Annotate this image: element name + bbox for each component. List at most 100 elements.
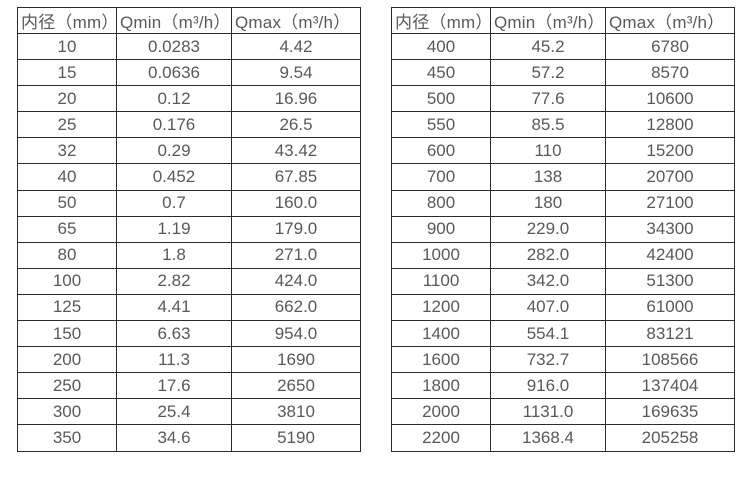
table-cell: 2.82 [116,267,232,295]
table-cell: 282.0 [490,241,606,269]
table-cell: 1.8 [116,241,232,269]
table-cell: 77.6 [490,85,606,113]
table-cell: 10600 [605,85,735,113]
table-cell: 3810 [231,398,361,426]
table-cell: 26.5 [231,111,361,139]
table-row: 400 45.2 6780 [391,32,735,61]
table-cell: 554.1 [490,320,606,348]
table-cell: 250 [17,372,117,400]
table-body: 400 45.2 6780 450 57.2 8570 500 77.6 10600 550 85.… [391,32,735,452]
table-cell: 700 [391,163,491,191]
table-row: 80 1.8 271.0 [17,241,361,269]
table-row: 1800 916.0 137404 [391,372,735,400]
table-cell: 900 [391,215,491,243]
table-row: 15 0.0636 9.54 [17,59,361,87]
column-header-diameter: 内径（mm） [17,7,117,34]
table-cell: 34300 [605,215,735,243]
table-row: 450 57.2 8570 [391,59,735,87]
table-row: 200 11.3 1690 [17,346,361,374]
table-cell: 32 [17,137,117,165]
table-row: 900 229.0 34300 [391,215,735,243]
table-cell: 424.0 [231,267,361,295]
table-cell: 1800 [391,372,491,400]
table-cell: 4.41 [116,293,232,322]
table-cell: 20700 [605,163,735,191]
table-row: 500 77.6 10600 [391,85,735,113]
table-cell: 4.42 [231,32,361,61]
column-header-qmax: Qmax（m³/h） [231,7,361,34]
table-row: 125 4.41 662.0 [17,293,361,322]
table-row: 10 0.0283 4.42 [17,32,361,61]
table-cell: 57.2 [490,59,606,87]
table-cell: 80 [17,241,117,269]
table-cell: 12800 [605,111,735,139]
table-row: 1600 732.7 108566 [391,346,735,374]
table-row: 300 25.4 3810 [17,398,361,426]
table-cell: 0.7 [116,189,232,217]
table-cell: 6780 [605,32,735,61]
table-cell: 10 [17,32,117,61]
table-cell: 271.0 [231,241,361,269]
column-header-qmin: Qmin（m³/h） [490,7,606,34]
table-cell: 342.0 [490,267,606,295]
table-row: 32 0.29 43.42 [17,137,361,165]
table-cell: 0.176 [116,111,232,139]
table-cell: 67.85 [231,163,361,191]
table-row: 2000 1131.0 169635 [391,398,735,426]
table-cell: 954.0 [231,320,361,348]
table-cell: 800 [391,189,491,217]
table-row: 1100 342.0 51300 [391,267,735,295]
table-cell: 20 [17,85,117,113]
table-cell: 15 [17,59,117,87]
table-cell: 407.0 [490,293,606,322]
table-cell: 662.0 [231,293,361,322]
table-cell: 916.0 [490,372,606,400]
table-row: 40 0.452 67.85 [17,163,361,191]
table-row: 250 17.6 2650 [17,372,361,400]
table-cell: 0.0636 [116,59,232,87]
column-header-qmax: Qmax（m³/h） [605,7,735,34]
table-cell: 50 [17,189,117,217]
table-cell: 108566 [605,346,735,374]
table-cell: 169635 [605,398,735,426]
table-cell: 85.5 [490,111,606,139]
table-row: 20 0.12 16.96 [17,85,361,113]
table-cell: 0.12 [116,85,232,113]
table-row: 150 6.63 954.0 [17,320,361,348]
table-cell: 1690 [231,346,361,374]
table-row: 600 110 15200 [391,137,735,165]
table-row: 25 0.176 26.5 [17,111,361,139]
table-row: 1200 407.0 61000 [391,293,735,322]
table-cell: 450 [391,59,491,87]
table-cell: 43.42 [231,137,361,165]
table-row: 800 180 27100 [391,189,735,217]
flow-spec-tables: 内径（mm） Qmin（m³/h） Qmax（m³/h） 10 0.0283 4.4… [17,7,735,452]
table-cell: 42400 [605,241,735,269]
table-cell: 1000 [391,241,491,269]
table-cell: 40 [17,163,117,191]
table-body: 10 0.0283 4.42 15 0.0636 9.54 20 0.12 16.96 25 0.1… [17,32,361,452]
flow-spec-table-small-diameters: 内径（mm） Qmin（m³/h） Qmax（m³/h） 10 0.0283 4.4… [17,7,361,452]
table-cell: 61000 [605,293,735,322]
table-cell: 350 [17,424,117,452]
table-row: 50 0.7 160.0 [17,189,361,217]
table-cell: 150 [17,320,117,348]
table-cell: 180 [490,189,606,217]
table-cell: 229.0 [490,215,606,243]
table-cell: 34.6 [116,424,232,452]
table-cell: 8570 [605,59,735,87]
table-cell: 1131.0 [490,398,606,426]
table-cell: 400 [391,32,491,61]
header-row: 内径（mm） Qmin（m³/h） Qmax（m³/h） [391,7,735,34]
table-cell: 51300 [605,267,735,295]
flow-spec-table-large-diameters: 内径（mm） Qmin（m³/h） Qmax（m³/h） 400 45.2 6780… [391,7,735,452]
table-cell: 6.63 [116,320,232,348]
table-cell: 83121 [605,320,735,348]
table-cell: 300 [17,398,117,426]
table-cell: 65 [17,215,117,243]
table-cell: 25 [17,111,117,139]
table-row: 1400 554.1 83121 [391,320,735,348]
table-cell: 2650 [231,372,361,400]
table-cell: 205258 [605,424,735,452]
table-cell: 1100 [391,267,491,295]
